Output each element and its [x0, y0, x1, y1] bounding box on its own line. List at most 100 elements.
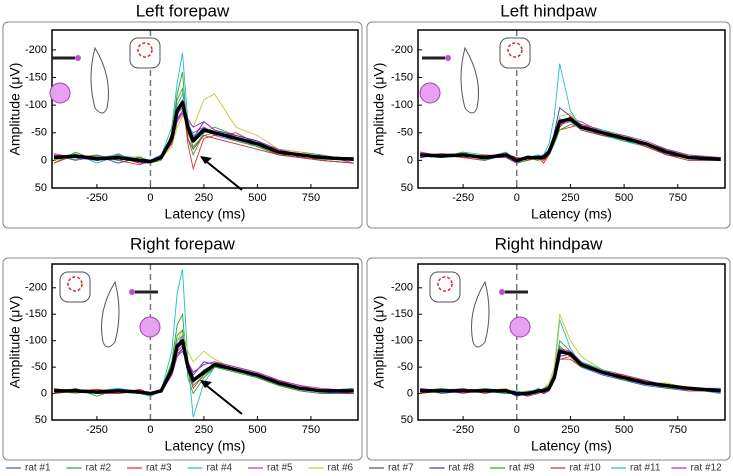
legend-color: #b030b0: [672, 467, 687, 469]
inset-rat: [460, 46, 479, 114]
mean-trace: [53, 100, 354, 164]
annotation-arrow: [201, 381, 243, 415]
y-tick-label: -150: [25, 308, 47, 320]
inset-head: [59, 271, 91, 303]
y-tick-label: -100: [25, 335, 47, 347]
panel: Right forepaw-250 0 250 500 750-200-150-100-…: [2, 234, 363, 461]
legend-color: #30b0d0: [611, 467, 626, 469]
panel-title: Left forepaw: [136, 1, 230, 20]
arrow-head: [200, 380, 212, 388]
x-tick-label: 750: [302, 424, 320, 436]
plot-frame: [417, 263, 726, 421]
inset-hand: [509, 316, 531, 338]
legend-label: rat #11: [630, 463, 661, 474]
x-tick-label: 0: [514, 424, 520, 436]
x-tick-label: 750: [669, 424, 687, 436]
mean-trace: [420, 117, 721, 163]
legend-label: rat #7: [388, 463, 414, 474]
x-tick-label: 250: [561, 424, 579, 436]
panel-title: Right hindpaw: [495, 234, 603, 253]
x-axis-label: Latency (ms): [531, 438, 612, 454]
y-tick-label: 0: [41, 154, 47, 166]
y-tick-label: -200: [391, 282, 413, 294]
inset-site: [75, 55, 81, 61]
y-axis-label: Amplitude (μV): [7, 63, 23, 156]
legend-label: rat #9: [509, 463, 535, 474]
mean-trace: [420, 349, 721, 396]
annotation-arrow: [201, 157, 243, 191]
x-tick-label: 0: [147, 192, 153, 204]
inset-coil: [67, 276, 83, 292]
y-tick-label: -200: [25, 44, 47, 56]
panel-box: [366, 257, 731, 461]
y-tick-label: 50: [401, 414, 413, 426]
inset-hand: [139, 316, 161, 338]
legend-label: rat #5: [267, 463, 293, 474]
y-axis-label: Amplitude (μV): [371, 296, 387, 389]
x-tick-label: 250: [561, 192, 579, 204]
panel-title: Left hindpaw: [500, 1, 597, 20]
inset-rat: [90, 46, 109, 114]
y-tick-label: -150: [25, 71, 47, 83]
y-tick-label: -150: [391, 71, 413, 83]
traces: [419, 63, 721, 164]
y-tick-label: -100: [25, 99, 47, 111]
inset: [429, 271, 531, 348]
y-tick-label: -100: [391, 99, 413, 111]
legend-color: #30a030: [490, 467, 505, 469]
legend-label: rat #12: [691, 463, 723, 474]
traces: [53, 269, 354, 418]
legend-color: #c030c0: [248, 467, 263, 469]
x-tick-label: 500: [615, 424, 633, 436]
plot-frame: [51, 263, 359, 421]
inset-site: [129, 289, 135, 295]
y-tick-label: -50: [31, 127, 47, 139]
y-tick-label: -100: [391, 335, 413, 347]
legend-label: rat #10: [570, 463, 602, 474]
panel-box: [2, 21, 363, 229]
x-tick-label: 500: [615, 192, 633, 204]
y-tick-label: 50: [35, 182, 47, 194]
y-tick-label: 0: [407, 387, 413, 399]
x-tick-label: 250: [195, 192, 213, 204]
x-tick-label: 0: [147, 424, 153, 436]
inset: [49, 37, 161, 114]
x-tick-label: -250: [86, 424, 108, 436]
mean-trace: [54, 338, 354, 396]
y-tick-label: -200: [25, 282, 47, 294]
plot-frame: [417, 29, 726, 189]
y-axis-label: Amplitude (μV): [7, 296, 23, 389]
inset: [419, 37, 531, 114]
x-tick-label: 500: [248, 424, 266, 436]
inset-rat: [101, 280, 120, 348]
y-tick-label: 50: [35, 414, 47, 426]
legend-label: rat #2: [86, 463, 112, 474]
x-axis-label: Latency (ms): [531, 206, 612, 222]
legend-color: #3b5bdb: [6, 467, 21, 469]
legend-color: #555555: [369, 467, 384, 469]
x-axis-label: Latency (ms): [165, 438, 246, 454]
legend-label: rat #1: [25, 463, 51, 474]
y-tick-label: -150: [391, 308, 413, 320]
inset-hand: [49, 82, 71, 104]
panel-box: [366, 21, 731, 229]
y-tick-label: 0: [407, 154, 413, 166]
legend-label: rat #8: [449, 463, 475, 474]
legend-color: #c8c830: [309, 467, 324, 469]
legend-color: #e03131: [127, 467, 142, 469]
x-axis-label: Latency (ms): [165, 206, 246, 222]
panel: Left hindpaw-250 0 250 500 750-200-150-100-5…: [366, 1, 731, 229]
traces: [419, 314, 721, 397]
legend-color: #2ca02c: [67, 467, 82, 469]
x-tick-label: -250: [452, 192, 474, 204]
inset-head: [499, 37, 531, 69]
y-tick-label: 50: [401, 182, 413, 194]
y-tick-label: -200: [391, 44, 413, 56]
legend-label: rat #4: [207, 463, 233, 474]
inset: [59, 271, 161, 348]
arrow-head: [200, 156, 212, 164]
x-tick-label: 750: [302, 192, 320, 204]
inset-site: [499, 289, 505, 295]
panel: Left forepaw-250 0 250 500 750-200-150-100-5…: [2, 1, 363, 229]
x-tick-label: 0: [514, 192, 520, 204]
